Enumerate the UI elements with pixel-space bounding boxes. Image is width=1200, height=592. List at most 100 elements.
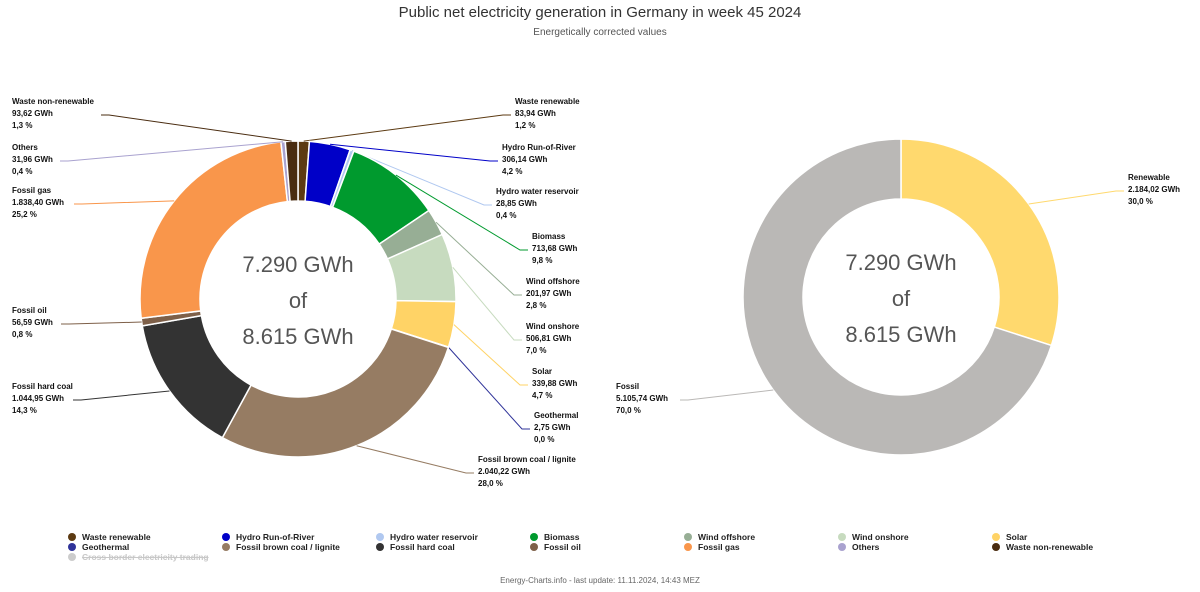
renewable-fossil-donut-chart: Renewable 2.184,02 GWh 30,0 % Fossil 5.105,7… — [616, 138, 1180, 456]
legend-label: Waste renewable — [82, 532, 151, 542]
legend-item-others[interactable]: Others — [838, 542, 879, 552]
charts-area: Waste renewable 83,94 GWh 1,2 % Hydro Run-o… — [12, 97, 1180, 488]
legend-item-biomass[interactable]: Biomass — [530, 532, 579, 542]
legend-label: Fossil hard coal — [390, 542, 455, 552]
data-value-wind_offshore: 201,97 GWh — [526, 289, 571, 298]
legend-marker-icon — [376, 533, 384, 541]
legend-item-waste-non-renewable[interactable]: Waste non-renewable — [992, 542, 1093, 552]
legend-item-hydro-water-reservoir[interactable]: Hydro water reservoir — [376, 532, 478, 542]
legend-item-wind-offshore[interactable]: Wind offshore — [684, 532, 755, 542]
center-total-line-1: 7.290 GWh — [242, 252, 353, 277]
connector-renewable — [1028, 190, 1124, 205]
legend-marker-icon — [684, 533, 692, 541]
data-label-hydro_reservoir: Hydro water reservoir — [496, 187, 579, 196]
data-percent-fossil_gas: 25,2 % — [12, 210, 37, 219]
data-percent-hydro_reservoir: 0,4 % — [496, 211, 516, 220]
legend-marker-icon — [992, 543, 1000, 551]
data-label-solar: Solar — [532, 367, 552, 376]
generation-donut-chart: Waste renewable 83,94 GWh 1,2 % Hydro Run-o… — [12, 97, 580, 488]
legend-marker-icon — [68, 533, 76, 541]
legend-item-fossil-brown-coal-lignite[interactable]: Fossil brown coal / lignite — [222, 542, 340, 552]
legend-item-solar[interactable]: Solar — [992, 532, 1027, 542]
data-label-wind_offshore: Wind offshore — [526, 277, 580, 286]
legend-label: Fossil gas — [698, 542, 740, 552]
legend-label: Others — [852, 542, 880, 552]
legend-label: Solar — [1006, 532, 1028, 542]
data-percent-hydro_ror: 4,2 % — [502, 167, 522, 176]
data-value-others: 31,96 GWh — [12, 155, 53, 164]
connector-fossil_gas — [74, 200, 175, 205]
connector-wind_offshore — [435, 221, 522, 296]
data-value-waste_nonrenewable: 93,62 GWh — [12, 109, 53, 118]
legend-label: Fossil brown coal / lignite — [236, 542, 340, 552]
data-label-fossil_oil: Fossil oil — [12, 306, 47, 315]
data-value-hydro_reservoir: 28,85 GWh — [496, 199, 537, 208]
data-value-wind_onshore: 506,81 GWh — [526, 334, 571, 343]
legend-marker-icon — [222, 533, 230, 541]
data-label-biomass: Biomass — [532, 232, 566, 241]
legend-item-waste-renewable[interactable]: Waste renewable — [68, 532, 151, 542]
legend-marker-icon — [684, 543, 692, 551]
legend-marker-icon — [222, 543, 230, 551]
chart-subtitle: Energetically corrected values — [533, 27, 667, 38]
connector-hydro_ror — [330, 143, 498, 162]
data-value-geothermal: 2,75 GWh — [534, 423, 571, 432]
legend-label: Wind offshore — [698, 532, 756, 542]
legend-item-fossil-gas[interactable]: Fossil gas — [684, 542, 740, 552]
legend-marker-icon — [838, 533, 846, 541]
data-value-fossil: 5.105,74 GWh — [616, 394, 668, 403]
legend-label: Fossil oil — [544, 542, 581, 552]
data-label-waste_renewable: Waste renewable — [515, 97, 580, 106]
data-percent-others: 0,4 % — [12, 167, 32, 176]
data-value-solar: 339,88 GWh — [532, 379, 577, 388]
legend-item-geothermal[interactable]: Geothermal — [68, 542, 129, 552]
data-percent-brown_coal: 28,0 % — [478, 479, 503, 488]
data-label-brown_coal: Fossil brown coal / lignite — [478, 455, 576, 464]
connector-waste_renewable — [303, 114, 511, 142]
legend-item-cross-border-electricity-trading[interactable]: Cross border electricity trading — [68, 552, 209, 562]
center-total-line-1: 7.290 GWh — [845, 250, 956, 275]
data-percent-biomass: 9,8 % — [532, 256, 552, 265]
data-value-biomass: 713,68 GWh — [532, 244, 577, 253]
legend-label: Hydro water reservoir — [390, 532, 478, 542]
legend-marker-icon — [838, 543, 846, 551]
connector-hydro_reservoir — [351, 150, 492, 206]
legend-item-fossil-oil[interactable]: Fossil oil — [530, 542, 581, 552]
data-percent-fossil: 70,0 % — [616, 406, 641, 415]
center-total-line-3: 8.615 GWh — [242, 324, 353, 349]
data-percent-fossil_oil: 0,8 % — [12, 330, 32, 339]
data-label-waste_nonrenewable: Waste non-renewable — [12, 97, 94, 106]
data-percent-renewable: 30,0 % — [1128, 197, 1153, 206]
data-percent-solar: 4,7 % — [532, 391, 552, 400]
connector-solar — [453, 324, 528, 386]
data-value-brown_coal: 2.040,22 GWh — [478, 467, 530, 476]
slice-brown_coal[interactable] — [221, 328, 450, 458]
data-label-geothermal: Geothermal — [534, 411, 578, 420]
legend-label: Biomass — [544, 532, 580, 542]
data-value-hard_coal: 1.044,95 GWh — [12, 394, 64, 403]
connector-geothermal — [448, 346, 530, 430]
connector-fossil_oil — [61, 321, 142, 325]
legend-marker-icon — [530, 533, 538, 541]
legend-item-hydro-run-of-river[interactable]: Hydro Run-of-River — [222, 532, 314, 542]
data-label-hydro_ror: Hydro Run-of-River — [502, 143, 576, 152]
data-percent-geothermal: 0,0 % — [534, 435, 554, 444]
connector-others — [60, 141, 284, 162]
legend-label: Cross border electricity trading — [82, 552, 209, 562]
data-label-fossil: Fossil — [616, 382, 639, 391]
data-percent-hard_coal: 14,3 % — [12, 406, 37, 415]
legend-marker-icon — [68, 543, 76, 551]
legend-item-wind-onshore[interactable]: Wind onshore — [838, 532, 909, 542]
credits[interactable]: Energy-Charts.info - last update: 11.11.… — [500, 576, 700, 585]
legend-item-fossil-hard-coal[interactable]: Fossil hard coal — [376, 542, 455, 552]
center-total-line-3: 8.615 GWh — [845, 322, 956, 347]
slice-renewable[interactable] — [900, 138, 1060, 347]
slice-fossil[interactable] — [742, 138, 1053, 456]
data-percent-wind_offshore: 2,8 % — [526, 301, 546, 310]
chart-title: Public net electricity generation in Ger… — [398, 4, 802, 21]
data-label-fossil_gas: Fossil gas — [12, 186, 52, 195]
connector-wind_onshore — [452, 266, 522, 341]
legend-label: Geothermal — [82, 542, 130, 552]
connector-brown_coal — [356, 445, 474, 474]
slice-fossil_gas[interactable] — [139, 141, 289, 320]
